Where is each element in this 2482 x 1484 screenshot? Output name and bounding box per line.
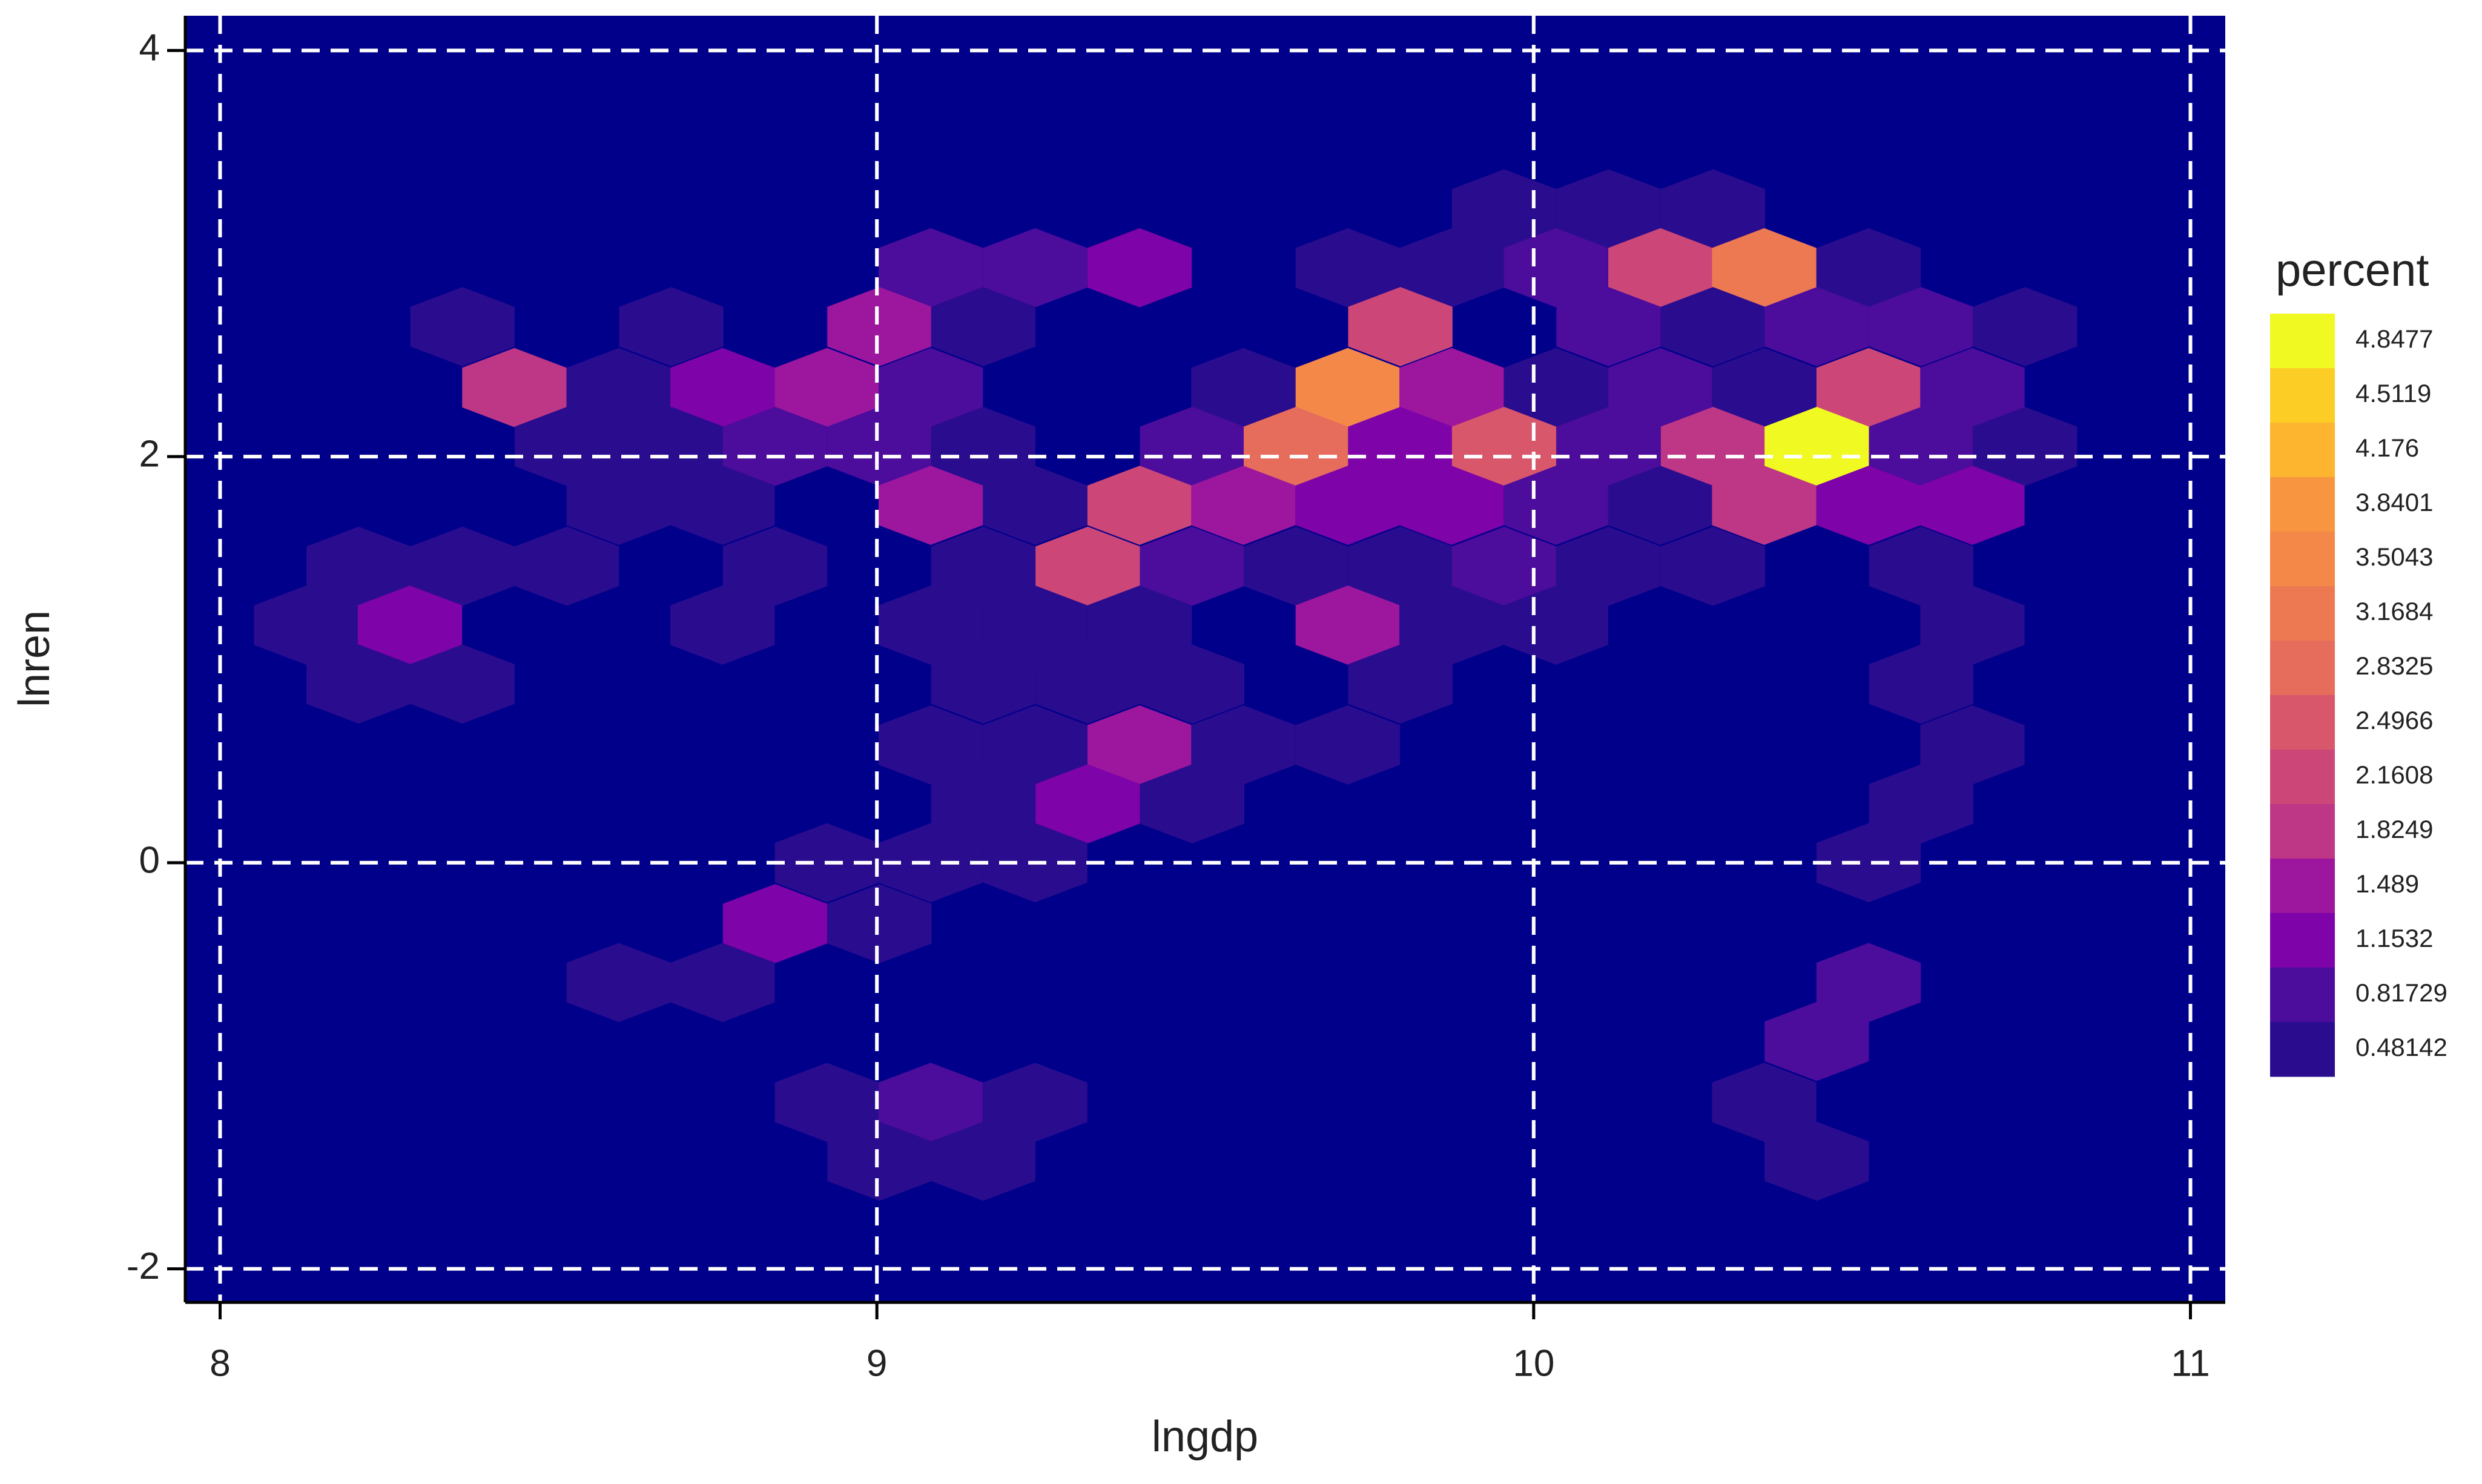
hex-bin <box>722 526 828 606</box>
legend-swatch <box>2270 1022 2335 1077</box>
hex-bin <box>878 585 983 665</box>
y-tick-label: -2 <box>127 1245 160 1287</box>
hex-bin <box>1503 228 1608 308</box>
hex-bin <box>878 705 983 785</box>
legend-swatch <box>2270 477 2335 532</box>
legend-swatch <box>2270 859 2335 914</box>
hex-bin <box>722 884 828 963</box>
y-tick-label: 0 <box>139 839 160 881</box>
hex-bin <box>1920 466 2025 545</box>
hex-bin <box>1140 644 1244 724</box>
hex-bin <box>983 466 1088 545</box>
hex-bin <box>1348 287 1453 366</box>
hex-bin <box>1556 287 1661 366</box>
hex-bin <box>931 287 1036 366</box>
hex-bin <box>1035 644 1140 724</box>
hex-bin <box>410 526 515 606</box>
legend-label: 3.5043 <box>2355 542 2433 571</box>
x-tick-label: 10 <box>1513 1342 1554 1384</box>
hex-bin <box>1140 764 1244 844</box>
legend-swatch <box>2270 314 2335 369</box>
hex-bin <box>1503 585 1608 665</box>
legend-label: 2.8325 <box>2355 651 2433 680</box>
hex-bin <box>878 823 983 903</box>
hex-bin <box>1556 526 1661 606</box>
hex-bin <box>722 406 828 486</box>
hex-bin <box>931 1121 1036 1201</box>
legend-swatch <box>2270 804 2335 859</box>
hex-bin <box>670 466 775 545</box>
legend-swatch <box>2270 695 2335 750</box>
hex-bin <box>1972 406 2078 486</box>
hex-bin <box>1712 1063 1817 1143</box>
hex-bin <box>619 287 724 366</box>
hex-bin <box>1764 287 1869 366</box>
hex-bin <box>670 585 775 665</box>
legend-label: 4.5119 <box>2355 379 2431 407</box>
hex-bin <box>931 644 1036 724</box>
x-tick-label: 8 <box>210 1342 230 1384</box>
legend-label: 3.8401 <box>2355 488 2433 516</box>
hex-bin <box>1764 1001 1869 1081</box>
hex-bin <box>1816 823 1921 903</box>
x-axis-title: lngdp <box>1152 1413 1258 1461</box>
hex-bin <box>1295 705 1401 785</box>
legend-swatch <box>2270 368 2335 423</box>
y-axis-title: lnren <box>10 610 59 707</box>
hex-bin <box>1712 466 1817 545</box>
y-tick-label: 2 <box>139 433 160 475</box>
legend-label: 4.176 <box>2355 434 2419 462</box>
hex-bin <box>1660 526 1766 606</box>
legend-swatch <box>2270 913 2335 968</box>
hex-bin <box>515 526 619 606</box>
legend-swatch <box>2270 968 2335 1023</box>
hex-bin <box>1869 764 1973 844</box>
legend-label: 1.489 <box>2355 869 2419 898</box>
hex-bin <box>1869 644 1973 724</box>
legend-swatch <box>2270 750 2335 805</box>
legend-label: 1.1532 <box>2355 924 2433 952</box>
legend-swatch <box>2270 641 2335 696</box>
hex-bin <box>1503 466 1608 545</box>
hex-bin <box>1035 764 1140 844</box>
legend-label: 0.81729 <box>2355 978 2447 1007</box>
legend-label: 2.1608 <box>2355 760 2433 789</box>
legend-title: percent <box>2276 245 2429 296</box>
legend-label: 2.4966 <box>2355 706 2433 734</box>
hex-bin <box>1087 228 1192 308</box>
hex-bin <box>878 466 983 545</box>
hex-bin <box>1191 466 1296 545</box>
legend-label: 0.48142 <box>2355 1033 2447 1061</box>
legend-swatch <box>2270 423 2335 478</box>
legend-swatch <box>2270 586 2335 641</box>
hex-bin <box>827 884 932 963</box>
y-tick-label: 4 <box>139 27 160 69</box>
legend-label: 3.1684 <box>2355 597 2433 625</box>
hex-bin <box>410 287 515 366</box>
hex-bin <box>410 644 515 724</box>
x-tick-label: 11 <box>2171 1342 2210 1384</box>
hex-bin <box>670 943 775 1023</box>
legend-label: 1.8249 <box>2355 815 2433 843</box>
hex-bin <box>462 348 567 427</box>
hex-bin <box>1399 466 1504 545</box>
x-tick-label: 9 <box>866 1342 887 1384</box>
hexes <box>254 169 2078 1201</box>
legend-swatch <box>2270 532 2335 587</box>
hex-bin <box>1972 287 2078 366</box>
hex-bin <box>1764 1121 1869 1201</box>
hex-bin <box>1348 644 1453 724</box>
legend-label: 4.8477 <box>2355 325 2433 353</box>
